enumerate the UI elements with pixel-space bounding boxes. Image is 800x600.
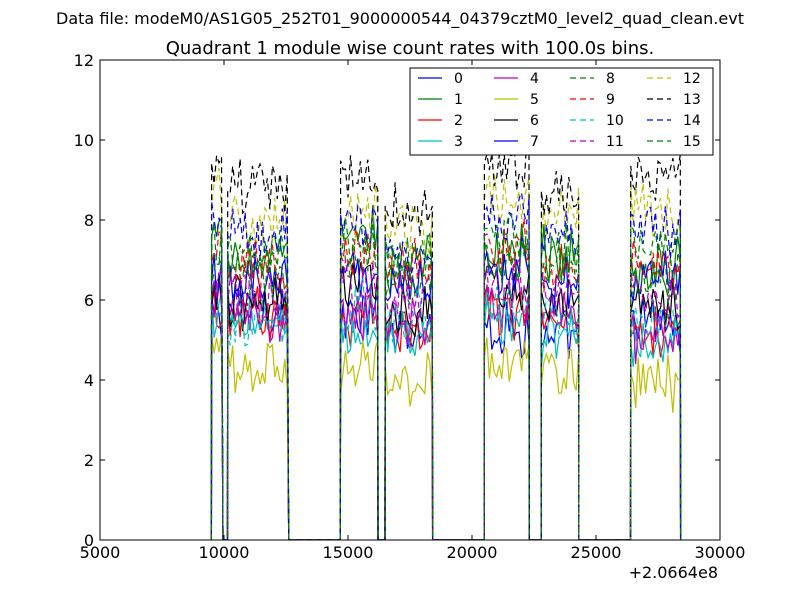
series-line-module-3 — [210, 289, 682, 540]
y-tick-label: 12 — [74, 51, 94, 70]
legend-label-0: 0 — [454, 71, 463, 87]
series-line-module-2 — [210, 286, 682, 540]
x-tick-label: 25000 — [571, 543, 622, 562]
x-tick-label: 5000 — [80, 543, 121, 562]
legend-label-14: 14 — [683, 113, 701, 129]
x-tick-label: 30000 — [695, 543, 746, 562]
chart-suptitle: Data file: modeM0/AS1G05_252T01_90000005… — [56, 9, 744, 29]
series-line-module-9 — [210, 218, 682, 540]
legend-label-9: 9 — [606, 92, 615, 108]
series-line-module-8 — [210, 227, 682, 540]
series-line-module-15 — [210, 212, 682, 540]
x-axis: 5000 10000 15000 20000 25000 30000 — [80, 60, 746, 562]
legend-label-10: 10 — [606, 113, 624, 129]
legend-label-6: 6 — [530, 113, 539, 129]
series-line-module-11 — [210, 257, 682, 540]
chart-title: Quadrant 1 module wise count rates with … — [166, 38, 655, 59]
legend-label-11: 11 — [606, 134, 624, 150]
legend-label-3: 3 — [454, 134, 463, 150]
legend-label-1: 1 — [454, 92, 463, 108]
legend-label-13: 13 — [683, 92, 701, 108]
y-tick-label: 6 — [84, 291, 94, 310]
legend-label-8: 8 — [606, 71, 615, 87]
y-tick-label: 8 — [84, 211, 94, 230]
y-tick-label: 0 — [84, 531, 94, 550]
legend-label-12: 12 — [683, 71, 701, 87]
x-tick-label: 20000 — [447, 543, 498, 562]
y-tick-label: 4 — [84, 371, 94, 390]
x-tick-label: 15000 — [323, 543, 374, 562]
legend-label-2: 2 — [454, 113, 463, 129]
legend-label-4: 4 — [530, 71, 539, 87]
series-layer — [210, 139, 682, 540]
y-tick-label: 2 — [84, 451, 94, 470]
x-tick-label: 10000 — [199, 543, 250, 562]
x-axis-offset-label: +2.0664e8 — [629, 563, 718, 582]
series-line-module-7 — [210, 236, 682, 540]
legend-label-15: 15 — [683, 134, 701, 150]
legend-label-5: 5 — [530, 92, 539, 108]
y-tick-label: 10 — [74, 131, 94, 150]
series-line-module-14 — [210, 190, 682, 540]
series-line-module-5 — [210, 333, 682, 540]
legend-label-7: 7 — [530, 134, 539, 150]
